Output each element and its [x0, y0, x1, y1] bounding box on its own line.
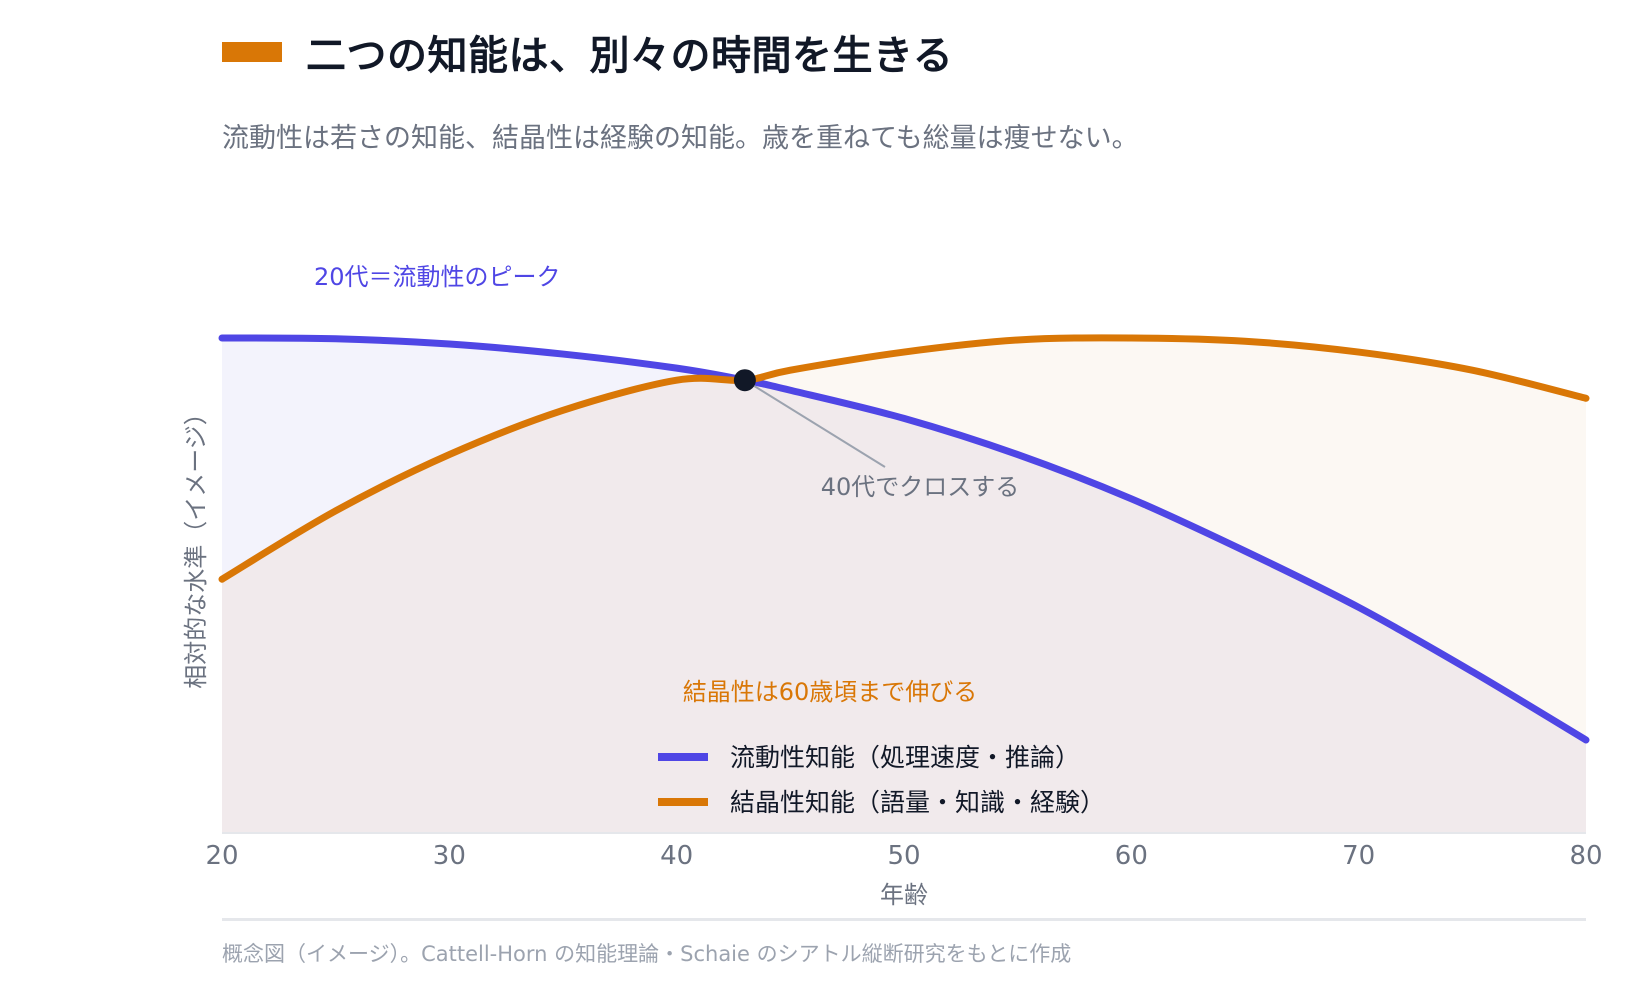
x-tick-label: 30 [433, 841, 466, 871]
cross-leader-line [744, 379, 886, 468]
line-series-1 [218, 334, 1590, 583]
cross-point [733, 369, 756, 392]
title-row: 二つの知能は、別々の時間を生きる [222, 22, 953, 82]
annotation-0: 20代＝流動性のピーク [314, 263, 561, 291]
x-axis-title: 年齢 [880, 881, 928, 909]
line-series-0 [218, 334, 1590, 744]
footnote: 概念図（イメージ）。Cattell-Horn の知能理論・Schaie のシアト… [222, 942, 1072, 966]
annotation-2: 結晶性は60歳頃まで伸びる [683, 678, 978, 706]
legend-label-1: 結晶性知能（語量・知識・経験） [730, 788, 1105, 817]
x-tick-label: 40 [660, 841, 693, 871]
page-subtitle: 流動性は若さの知能、結晶性は経験の知能。歳を重ねても総量は痩せない。 [222, 123, 1139, 154]
page-title: 二つの知能は、別々の時間を生きる [306, 33, 954, 79]
x-tick-label: 60 [1115, 841, 1148, 871]
x-tick-label: 80 [1569, 841, 1602, 871]
x-tick-label: 50 [887, 841, 920, 871]
area-overlap [222, 377, 1586, 833]
annotation-1: 40代でクロスする [821, 473, 1020, 501]
title-accent-bar [222, 42, 282, 62]
footer-divider [222, 918, 1586, 921]
y-axis-title: 相対的な水準（イメージ） [182, 401, 210, 689]
x-tick-label: 70 [1342, 841, 1375, 871]
legend-label-0: 流動性知能（処理速度・推論） [730, 743, 1080, 772]
x-tick-label: 20 [205, 841, 238, 871]
